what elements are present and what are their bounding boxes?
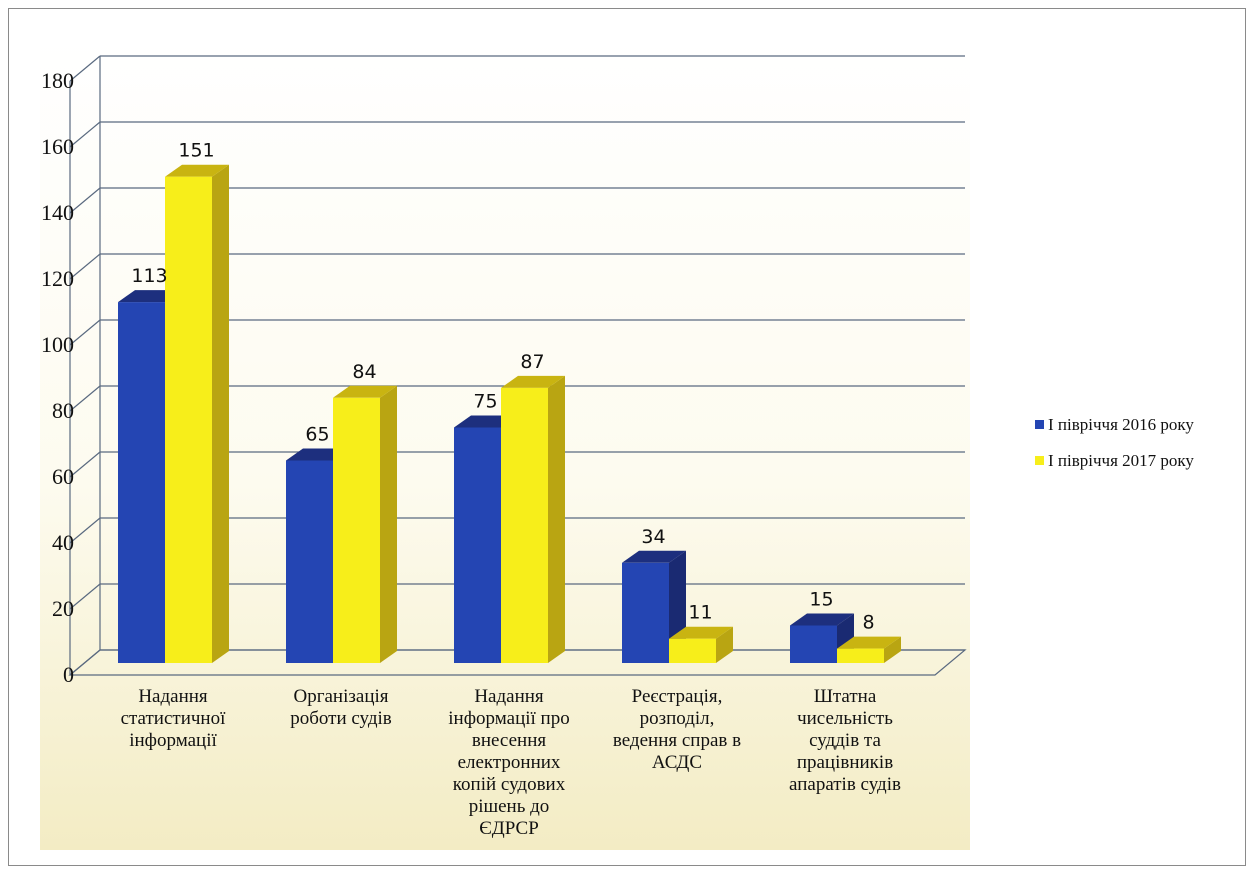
bar-side xyxy=(380,385,397,663)
bar-top xyxy=(165,164,229,177)
y-tick-label: 180 xyxy=(41,68,74,93)
y-tick-label: 100 xyxy=(41,332,74,357)
gridline-side xyxy=(69,187,101,214)
bars xyxy=(118,164,901,663)
bar-side xyxy=(548,375,565,663)
x-tick-label: Реєстрація, розподіл, ведення справ в АСДС xyxy=(613,686,741,773)
y-axis: 0 20 40 60 80 100 120 140 160 180 xyxy=(41,68,74,687)
bar xyxy=(165,164,229,663)
data-label: 87 xyxy=(520,351,544,373)
bar-front xyxy=(286,460,333,663)
bar-front xyxy=(454,427,501,663)
y-tick-label: 160 xyxy=(41,134,74,159)
gridline-side xyxy=(69,517,101,544)
y-tick-label: 20 xyxy=(52,596,74,621)
y-tick-label: 60 xyxy=(52,464,74,489)
bar-top xyxy=(669,626,733,639)
bar-front xyxy=(118,302,165,663)
bar-top xyxy=(790,613,854,626)
x-axis-labels: Надання статистичної інформації Організація… xyxy=(121,686,901,839)
gridline-side xyxy=(69,451,101,478)
data-label: 11 xyxy=(688,602,712,624)
data-label: 8 xyxy=(862,612,874,634)
legend-swatch xyxy=(1035,420,1044,429)
bar-side xyxy=(884,636,901,663)
data-label: 151 xyxy=(178,140,214,162)
gridline-side xyxy=(69,253,101,280)
bar-side xyxy=(716,626,733,663)
gridline-side xyxy=(69,55,101,82)
bar-front xyxy=(622,562,669,663)
legend: I півріччя 2016 року I півріччя 2017 року xyxy=(1035,415,1194,470)
y-tick-label: 80 xyxy=(52,398,74,423)
y-tick-label: 120 xyxy=(41,266,74,291)
bar-front xyxy=(165,176,212,663)
value-labels: 113 65 75 34 15 151 84 87 11 8 xyxy=(131,140,874,634)
bar-side xyxy=(212,164,229,663)
data-label: 75 xyxy=(473,391,497,413)
y-tick-label: 0 xyxy=(63,662,74,687)
data-label: 65 xyxy=(305,424,329,446)
gridline-side xyxy=(69,319,101,346)
y-tick-label: 40 xyxy=(52,530,74,555)
gridline-side xyxy=(69,121,101,148)
bar-front xyxy=(837,648,884,663)
bar-front xyxy=(501,387,548,663)
bar-top xyxy=(501,375,565,388)
gridline-side xyxy=(69,583,101,610)
data-label: 34 xyxy=(641,526,665,548)
data-label: 113 xyxy=(131,265,167,287)
bar xyxy=(622,550,686,663)
bar xyxy=(669,626,733,663)
bar xyxy=(501,375,565,663)
y-tick-label: 140 xyxy=(41,200,74,225)
legend-swatch xyxy=(1035,456,1044,465)
x-tick-label: Організація роботи судів xyxy=(290,686,392,729)
bar-front xyxy=(790,625,837,663)
bar xyxy=(333,385,397,663)
bar-top xyxy=(622,550,686,563)
x-tick-label: Надання статистичної інформації xyxy=(121,686,227,751)
x-tick-label: Штатна чисельність суддів та працівників апа… xyxy=(789,686,901,795)
x-tick-label: Надання інформації про внесення електронних… xyxy=(448,686,569,839)
bar-front xyxy=(333,397,380,663)
bar xyxy=(837,636,901,663)
gridline-side xyxy=(69,385,101,412)
bar-top xyxy=(333,385,397,398)
floor xyxy=(68,649,967,676)
legend-label: I півріччя 2016 року xyxy=(1048,415,1194,434)
data-label: 84 xyxy=(352,361,376,383)
legend-label: I півріччя 2017 року xyxy=(1048,451,1194,470)
bar-top xyxy=(837,636,901,649)
bar-front xyxy=(669,638,716,663)
data-label: 15 xyxy=(809,589,833,611)
